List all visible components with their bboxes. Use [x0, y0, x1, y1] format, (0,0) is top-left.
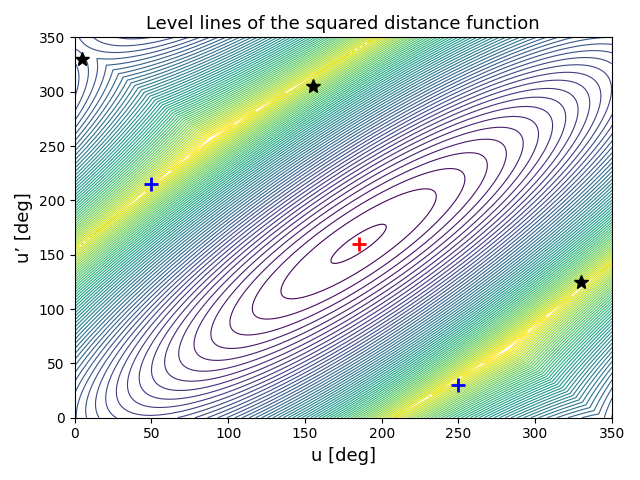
Y-axis label: u’ [deg]: u’ [deg] — [15, 192, 33, 263]
X-axis label: u [deg]: u [deg] — [311, 447, 376, 465]
Title: Level lines of the squared distance function: Level lines of the squared distance func… — [147, 15, 540, 33]
